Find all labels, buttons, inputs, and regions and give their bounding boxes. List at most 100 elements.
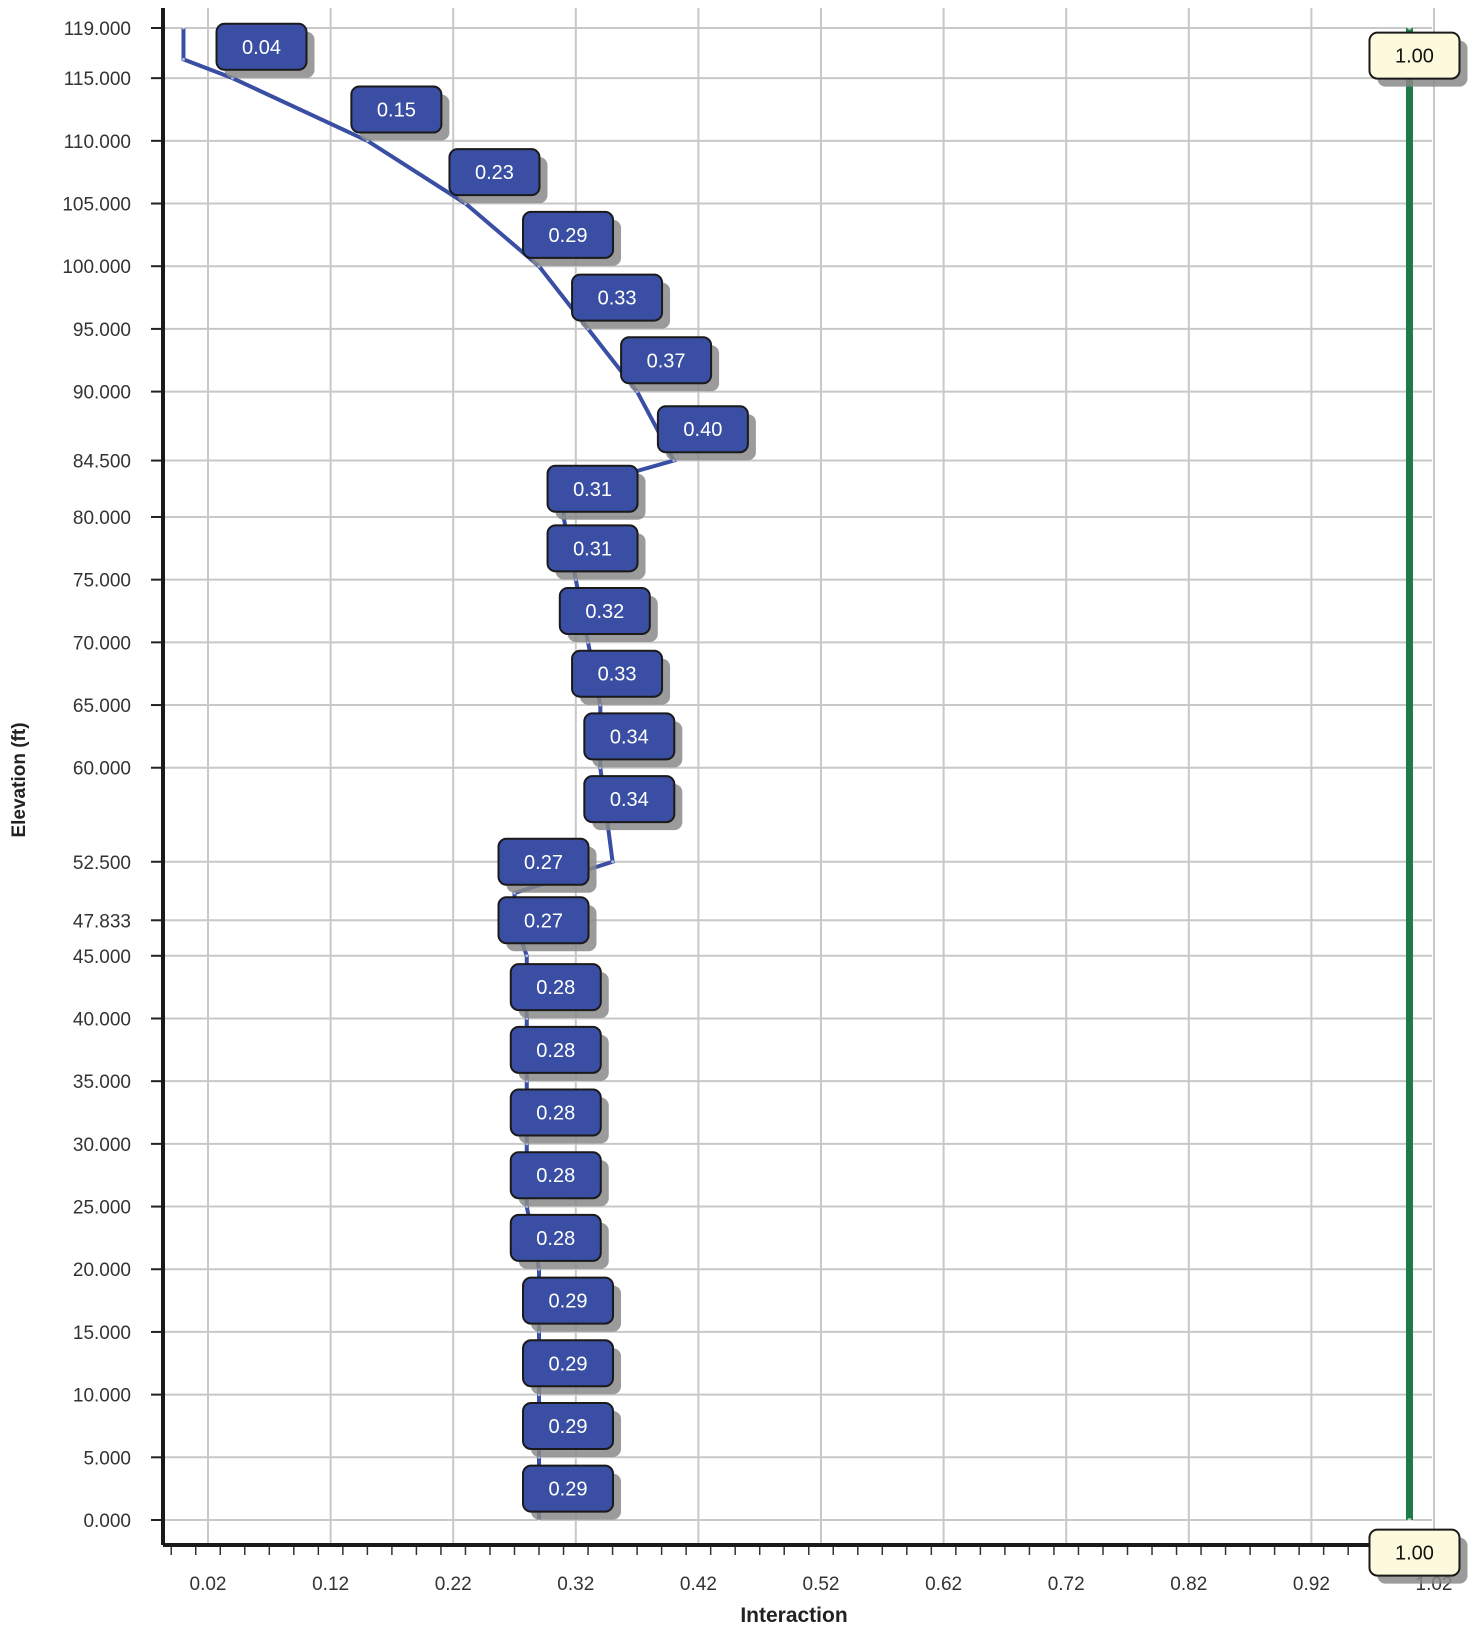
label-box — [522, 1276, 615, 1325]
label-text: 0.29 — [549, 1291, 588, 1313]
label-box — [448, 148, 541, 197]
x-tick-label: 0.72 — [1048, 1574, 1085, 1595]
x-axis-title: Interaction — [740, 1604, 847, 1627]
label-text: 0.37 — [647, 350, 686, 372]
y-tick-label: 70.000 — [73, 633, 131, 654]
y-tick-label: 100.000 — [62, 257, 131, 278]
y-tick-label: 52.500 — [73, 853, 131, 874]
label-box — [509, 1025, 602, 1074]
y-tick-label: 20.000 — [73, 1260, 131, 1281]
interaction-value-label: 0.23 — [448, 148, 548, 204]
label-box — [656, 405, 749, 454]
data-point — [181, 57, 185, 61]
interaction-value-label: 0.29 — [522, 1464, 622, 1520]
label-box — [509, 1088, 602, 1137]
limit-value-label: 1.00 — [1368, 1528, 1468, 1584]
label-text: 0.31 — [573, 479, 612, 501]
label-text: 0.28 — [536, 1228, 575, 1250]
y-tick-label: 40.000 — [73, 1009, 131, 1030]
label-box — [509, 963, 602, 1012]
label-text: 0.29 — [549, 1416, 588, 1438]
label-box — [509, 1151, 602, 1200]
interaction-value-label: 0.34 — [583, 775, 683, 831]
interaction-value-label: 0.27 — [497, 837, 597, 893]
label-text: 0.40 — [683, 419, 722, 441]
y-tick-label: 95.000 — [73, 320, 131, 341]
label-text: 0.28 — [536, 1165, 575, 1187]
grid — [163, 8, 1435, 1543]
y-tick-label: 90.000 — [73, 383, 131, 404]
interaction-value-label: 0.15 — [350, 85, 450, 141]
interaction-value-label: 0.28 — [509, 1088, 609, 1144]
x-tick-label: 0.12 — [312, 1574, 349, 1595]
x-tick-label: 0.22 — [435, 1574, 472, 1595]
y-tick-label: 75.000 — [73, 571, 131, 592]
label-box — [497, 896, 590, 945]
y-tick-label: 10.000 — [73, 1386, 131, 1407]
label-box — [620, 336, 713, 385]
limit-value-label: 1.00 — [1368, 31, 1468, 87]
label-text: 0.28 — [536, 1040, 575, 1062]
interaction-value-label: 0.37 — [620, 336, 720, 392]
label-box — [1368, 31, 1461, 80]
y-tick-label: 45.000 — [73, 947, 131, 968]
y-tick-label: 5.000 — [83, 1448, 131, 1469]
y-tick-label: 25.000 — [73, 1198, 131, 1219]
interaction-value-label: 0.31 — [546, 464, 646, 520]
data-labels: 0.04 0.15 0.23 0.29 0.33 0.37 0.40 0.31 0.31 0.32… — [215, 22, 1468, 1584]
y-tick-label: 84.500 — [73, 452, 131, 473]
label-text: 0.29 — [549, 1353, 588, 1375]
label-text: 0.33 — [598, 288, 637, 310]
y-tick-label: 60.000 — [73, 759, 131, 780]
y-tick-label: 65.000 — [73, 696, 131, 717]
label-text: 1.00 — [1395, 46, 1434, 68]
interaction-value-label: 0.33 — [571, 649, 671, 705]
y-axis-title: Elevation (ft) — [9, 722, 30, 837]
label-text: 0.27 — [524, 852, 563, 874]
data-point — [525, 954, 529, 958]
interaction-value-label: 0.28 — [509, 1151, 609, 1207]
data-point — [611, 860, 615, 864]
x-tick-label: 0.52 — [803, 1574, 840, 1595]
label-text: 0.32 — [585, 601, 624, 623]
label-box — [509, 1213, 602, 1262]
label-text: 0.27 — [524, 910, 563, 932]
label-box — [350, 85, 443, 134]
interaction-value-label: 0.34 — [583, 712, 683, 768]
label-box — [497, 837, 590, 886]
label-text: 0.23 — [475, 162, 514, 184]
label-box — [522, 1401, 615, 1450]
label-text: 0.04 — [242, 37, 281, 59]
label-box — [571, 649, 664, 698]
y-tick-label: 119.000 — [64, 19, 131, 40]
label-box — [571, 273, 664, 322]
interaction-value-label: 0.04 — [215, 22, 315, 78]
label-text: 0.33 — [598, 664, 637, 686]
label-text: 0.34 — [610, 789, 649, 811]
label-text: 0.28 — [536, 977, 575, 999]
label-box — [558, 587, 651, 636]
label-box — [522, 1339, 615, 1388]
y-tick-label: 110.000 — [64, 132, 131, 153]
interaction-value-label: 0.32 — [558, 587, 658, 643]
y-tick-label: 115.000 — [64, 69, 131, 90]
label-box — [546, 464, 639, 513]
x-tick-label: 0.42 — [680, 1574, 717, 1595]
label-box — [215, 22, 308, 71]
x-tick-label: 0.82 — [1170, 1574, 1207, 1595]
interaction-value-label: 0.29 — [522, 1401, 622, 1457]
data-point — [181, 26, 185, 30]
x-tick-label: 0.02 — [190, 1574, 227, 1595]
x-tick-label: 0.62 — [925, 1574, 962, 1595]
label-text: 0.28 — [536, 1103, 575, 1125]
interaction-value-label: 0.29 — [522, 1339, 622, 1395]
label-box — [546, 524, 639, 573]
label-box — [583, 712, 676, 761]
interaction-value-label: 0.28 — [509, 963, 609, 1019]
x-tick-label: 0.32 — [557, 1574, 594, 1595]
y-tick-label: 47.833 — [73, 911, 131, 932]
y-tick-label: 0.000 — [83, 1511, 131, 1532]
y-tick-label: 80.000 — [73, 508, 131, 529]
